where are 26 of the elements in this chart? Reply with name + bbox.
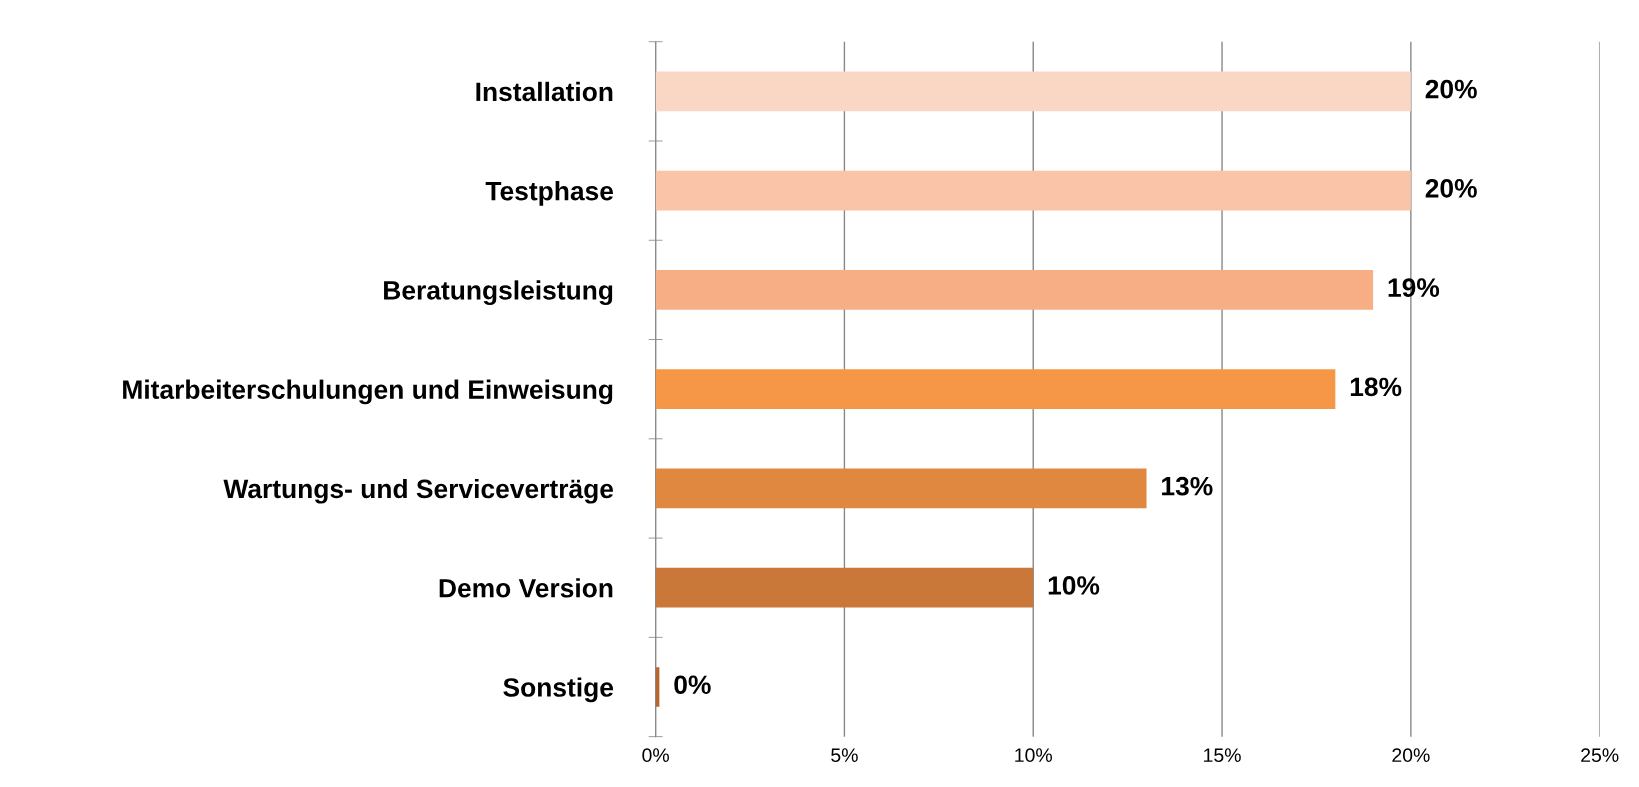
- bar: [655, 270, 1374, 310]
- data-label: 18%: [1350, 377, 1402, 397]
- x-tick-label: 15%: [1204, 748, 1241, 763]
- y-tick-label: Demo Version: [439, 578, 613, 598]
- y-tick-label: Mitarbeiterschulungen und Einweisung: [123, 379, 613, 405]
- y-tick-label: Sonstige: [503, 677, 614, 703]
- bar: [655, 170, 1411, 211]
- data-label: 20%: [1425, 179, 1477, 198]
- x-tick-label: 20%: [1392, 748, 1430, 763]
- y-tick-label: Wartungs- und Serviceverträge: [223, 478, 614, 504]
- x-tick-label: 0%: [642, 748, 669, 763]
- y-tick-label: Beratungsleistung: [384, 280, 613, 306]
- data-label: 10%: [1048, 576, 1100, 595]
- x-tick-label: 10%: [1015, 748, 1052, 763]
- data-label: 20%: [1425, 79, 1477, 99]
- bar: [655, 369, 1336, 410]
- data-label: 13%: [1162, 476, 1213, 496]
- y-tick-label: Testphase: [485, 181, 614, 206]
- data-label: 19%: [1388, 278, 1440, 297]
- data-label: 0%: [674, 675, 711, 695]
- x-tick-label: 5%: [831, 748, 858, 763]
- bar: [655, 71, 1411, 112]
- bar: [655, 567, 1034, 608]
- x-tick-label: 25%: [1581, 748, 1619, 763]
- bar: [655, 468, 1147, 509]
- y-tick-label: Installation: [476, 81, 613, 102]
